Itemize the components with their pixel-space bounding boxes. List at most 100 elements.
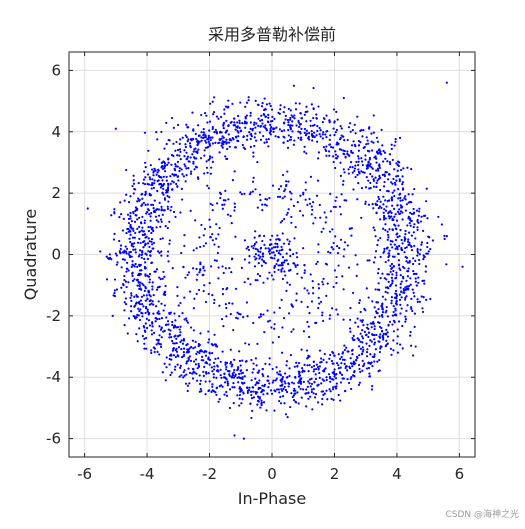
scatter-point <box>336 252 340 255</box>
scatter-point <box>261 373 264 376</box>
scatter-point <box>331 146 335 149</box>
scatter-point <box>400 280 403 283</box>
scatter-point <box>377 195 380 199</box>
scatter-point <box>249 191 252 194</box>
scatter-point <box>379 333 382 336</box>
scatter-point <box>293 237 296 240</box>
scatter-point <box>152 247 155 250</box>
scatter-point <box>284 114 287 117</box>
scatter-point <box>240 193 244 196</box>
scatter-point <box>171 180 174 183</box>
scatter-point <box>382 203 385 206</box>
scatter-point <box>251 180 255 183</box>
scatter-point <box>170 116 174 120</box>
scatter-point <box>349 357 352 360</box>
scatter-point <box>197 148 200 151</box>
scatter-point <box>351 129 354 132</box>
scatter-point <box>163 197 166 200</box>
scatter-point <box>216 345 219 348</box>
scatter-point <box>259 199 262 202</box>
scatter-point <box>334 153 338 156</box>
scatter-point <box>207 356 210 359</box>
scatter-point <box>392 339 395 342</box>
scatter-point <box>290 381 294 384</box>
scatter-point <box>370 361 373 364</box>
scatter-point <box>195 137 198 141</box>
scatter-point <box>233 205 237 209</box>
scatter-point <box>325 361 328 364</box>
scatter-point <box>221 146 224 149</box>
scatter-point <box>124 245 127 248</box>
scatter-point <box>134 188 137 191</box>
scatter-point <box>260 264 264 267</box>
scatter-point <box>135 333 138 336</box>
scatter-point <box>383 180 386 184</box>
scatter-point <box>392 304 395 308</box>
scatter-point <box>323 117 326 120</box>
scatter-point <box>113 208 116 211</box>
scatter-point <box>119 247 122 251</box>
scatter-point <box>284 388 288 392</box>
scatter-point <box>425 252 428 255</box>
scatter-point <box>270 126 273 129</box>
scatter-point <box>174 149 177 152</box>
scatter-point <box>227 99 230 102</box>
scatter-point <box>161 165 164 168</box>
scatter-point <box>177 346 181 349</box>
scatter-point <box>266 120 270 123</box>
scatter-point <box>354 254 357 257</box>
scatter-point <box>225 315 228 318</box>
scatter-point <box>321 397 324 401</box>
scatter-point <box>155 343 158 346</box>
scatter-point <box>281 197 284 200</box>
scatter-point <box>377 148 380 152</box>
scatter-point <box>268 248 271 251</box>
scatter-point <box>398 293 401 296</box>
scatter-point <box>377 169 380 172</box>
scatter-point <box>224 189 227 192</box>
scatter-point <box>282 111 285 114</box>
scatter-point <box>157 300 160 303</box>
scatter-point <box>419 220 423 223</box>
scatter-point <box>391 279 394 282</box>
scatter-point <box>292 262 295 265</box>
scatter-point <box>221 203 224 206</box>
scatter-point <box>302 193 305 196</box>
scatter-point <box>286 281 289 284</box>
scatter-point <box>306 364 309 367</box>
scatter-point <box>303 370 306 373</box>
scatter-point <box>189 326 193 329</box>
scatter-point <box>398 298 402 301</box>
scatter-point <box>340 355 343 359</box>
scatter-point <box>431 239 434 242</box>
scatter-point <box>133 316 137 320</box>
scatter-point <box>209 136 212 139</box>
scatter-point <box>290 192 293 195</box>
scatter-point <box>305 152 308 155</box>
scatter-point <box>373 327 376 331</box>
scatter-point <box>139 241 142 245</box>
scatter-point <box>393 189 396 192</box>
scatter-point <box>256 248 259 251</box>
scatter-point <box>231 373 235 377</box>
scatter-point <box>143 257 146 261</box>
scatter-point <box>290 221 293 224</box>
scatter-point <box>394 247 397 250</box>
scatter-point <box>306 357 309 360</box>
scatter-point <box>259 406 262 409</box>
scatter-point <box>185 317 188 320</box>
scatter-point <box>144 299 147 302</box>
scatter-point <box>178 154 181 157</box>
scatter-point <box>269 130 272 133</box>
scatter-point <box>284 274 287 277</box>
scatter-point <box>279 253 282 256</box>
scatter-point <box>306 203 309 206</box>
scatter-point <box>443 237 446 241</box>
scatter-point <box>404 296 407 299</box>
scatter-point <box>202 234 205 237</box>
scatter-point <box>168 242 171 245</box>
scatter-point <box>131 263 134 266</box>
scatter-point <box>282 387 285 391</box>
scatter-point <box>250 416 253 420</box>
scatter-point <box>129 211 132 215</box>
